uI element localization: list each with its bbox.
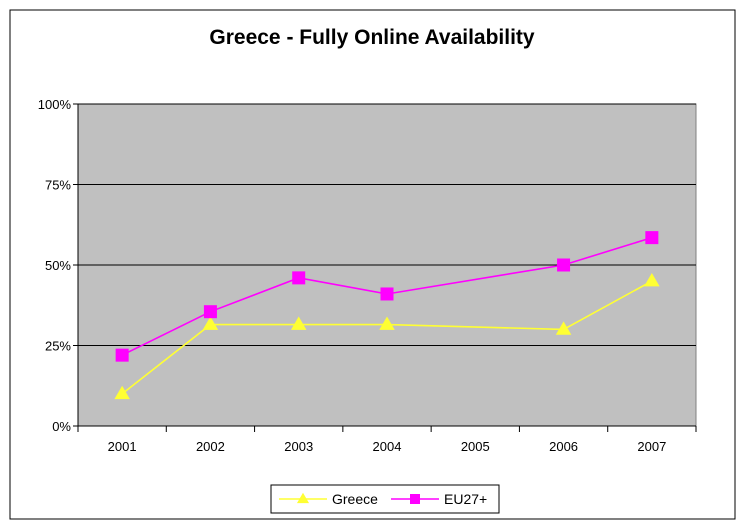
series-line-eu27 — [121, 236, 653, 356]
data-point-eu27 — [645, 231, 659, 245]
x-tick-label: 2001 — [108, 439, 137, 454]
y-tick-label: 50% — [45, 258, 71, 273]
data-point-eu27 — [380, 287, 394, 301]
data-point-eu27 — [115, 348, 129, 362]
legend-marker-eu27 — [410, 494, 420, 504]
legend-label-greece: Greece — [332, 491, 378, 507]
data-point-greece — [644, 273, 660, 287]
x-tick-label: 2006 — [549, 439, 578, 454]
data-point-greece — [202, 316, 219, 330]
x-tick-label: 2004 — [373, 439, 402, 454]
x-tick-label: 2005 — [461, 439, 490, 454]
legend-marker-greece — [296, 492, 310, 504]
data-point-greece — [290, 316, 307, 330]
x-tick-label: 2003 — [284, 439, 313, 454]
y-tick-label: 100% — [38, 97, 72, 112]
y-tick-label: 75% — [45, 178, 71, 193]
data-point-eu27 — [292, 271, 306, 285]
x-tick-label: 2002 — [196, 439, 225, 454]
x-tick-label: 2007 — [637, 439, 666, 454]
data-point-eu27 — [203, 305, 217, 319]
legend-label-eu27: EU27+ — [444, 491, 487, 507]
series-line-greece — [121, 280, 653, 395]
chart-title: Greece - Fully Online Availability — [209, 26, 535, 49]
data-point-greece — [555, 321, 572, 335]
data-point-eu27 — [557, 258, 571, 272]
data-point-greece — [114, 385, 130, 400]
y-tick-label: 0% — [52, 419, 71, 434]
data-point-greece — [379, 316, 395, 330]
y-tick-label: 25% — [45, 339, 71, 354]
